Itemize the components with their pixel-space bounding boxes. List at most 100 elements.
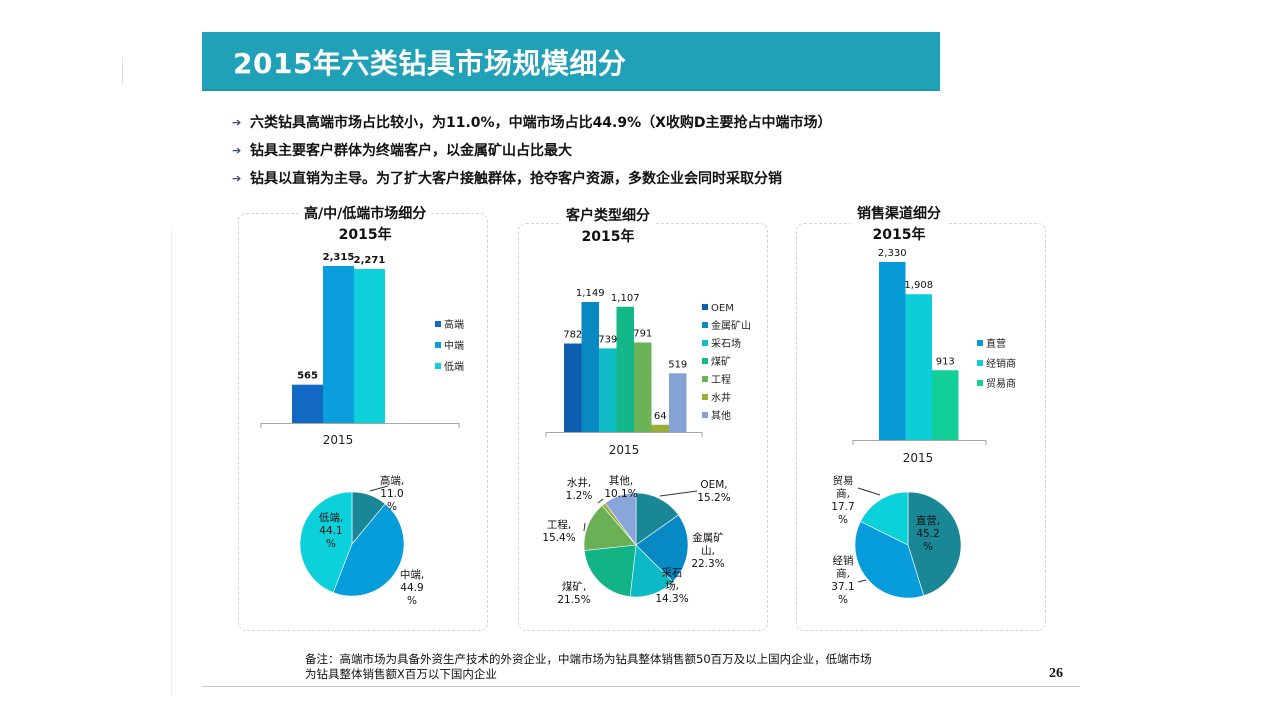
panel-title-line1: 销售渠道细分 [857,206,941,222]
pie-data-label-line: 10.1% [604,488,637,500]
bar-data-label: 1,149 [576,288,605,299]
bar-data-label: 1,107 [611,293,640,304]
bullet-text: 钻具主要客户群体为终端客户，以金属矿山占比最大 [250,143,572,159]
footnote: 备注：高端市场为具备外资生产技术的外资企业，中端市场为钻具整体销售额50百万及以… [305,652,872,681]
page-number: 26 [1049,666,1063,681]
pie-data-label: 高端, 11.0% [380,474,404,513]
pie-data-label-line: 17.7 [831,501,854,513]
bar-data-label: 565 [297,371,318,382]
legend-swatch [702,376,708,382]
legend-label: 水井 [711,391,731,404]
pie-slice-OEM [635,492,679,546]
pie-data-label-line: % [387,501,397,513]
pie-data-label-line: 37.1 [831,581,854,593]
pie-leader-line [659,490,698,497]
pie-data-label-line: % [923,541,933,553]
panel-title: 客户类型细分 2015年 [560,206,656,248]
bar-采石场 [599,348,617,432]
bar-data-label: 791 [633,329,652,340]
legend-swatch [702,412,708,418]
title-bar: 2015年六类钻具市场规模细分 [202,32,940,91]
bar-金属矿山 [581,302,599,432]
pie-data-label: 贸易商, 17.7% [831,475,854,526]
pie-data-label-line: % [407,595,417,607]
pie-data-label-line: 商, [836,567,850,580]
pie-slice-工程 [583,505,637,551]
pie-data-label-line: 15.2% [697,492,730,504]
pie-slice-其他 [604,492,637,546]
pie-data-label-line: 21.5% [557,594,590,606]
panel-title: 高/中/低端市场细分 2015年 [298,204,433,246]
panel-title-line2: 2015年 [581,229,635,245]
bar-data-label: 2,330 [878,248,907,259]
legend-label: 煤矿 [711,355,731,368]
bar-data-label: 64 [654,411,667,422]
legend-label: 金属矿山 [711,319,751,332]
panel-title-line2: 2015年 [338,227,392,243]
bullet-item: ➔ 钻具以直销为主导。为了扩大客户接触群体，抢夺客户资源，多数企业会同时采取分销 [232,164,832,192]
pie-data-label-line: 煤矿, [562,580,586,593]
pie-data-label: 低端, 44.1% [319,511,343,550]
pie-leader-line [583,522,586,532]
pie-data-label-line: OEM, [700,479,727,491]
legend-label: 高端 [444,318,464,331]
pie-data-label: OEM, 15.2% [697,479,730,504]
bar-OEM [564,343,582,432]
pie-leader-line [857,487,881,496]
pie-data-label-line: 44.1 [319,525,342,537]
bar-data-label: 519 [668,359,687,370]
bar-高端 [292,384,323,423]
legend-label: 其他 [711,409,731,422]
bullet-item: ➔ 六类钻具高端市场占比较小，为11.0%，中端市场占比44.9%（X收购D主要… [232,108,832,136]
pie-data-label-line: 金属矿 [692,531,724,544]
bar-data-label: 782 [563,330,582,341]
pie-data-label-line: % [838,594,848,606]
legend-label: 经销商 [986,357,1016,370]
x-tick-label: 2015 [323,433,354,447]
bar-data-label: 2,271 [354,255,386,266]
pie-slice-直营 [907,491,962,596]
bullet-text: 钻具以直销为主导。为了扩大客户接触群体，抢夺客户资源，多数企业会同时采取分销 [250,171,782,187]
legend-label: 贸易商 [986,377,1016,390]
pie-data-label-line: 15.4% [542,532,575,544]
pie-data-label: 金属矿山, 22.3% [691,531,724,570]
bar-贸易商 [932,370,959,440]
legend-label: 中端 [444,339,464,352]
bar-低端 [354,268,385,423]
pie-data-label: 工程, 15.4% [542,519,575,544]
legend-swatch [435,321,441,327]
legend-swatch [702,340,708,346]
pie-slice-经销商 [854,521,925,599]
pie-data-label-line: 高端, [380,474,404,487]
panel-title-line2: 2015年 [872,227,926,243]
pie-data-label-line: 工程, [547,519,571,531]
arrow-right-icon: ➔ [232,143,242,157]
pie-data-label-line: 11.0 [380,488,403,500]
pie-data-label: 中端, 44.9% [400,568,424,607]
pie-data-label-line: 山, [701,545,715,557]
bar-经销商 [905,294,932,440]
decorative-rule [122,57,123,85]
pie-data-label-line: 水井, [567,476,591,489]
pie-data-label-line: 45.2 [916,528,939,540]
bottom-rule [202,686,1080,687]
bar-煤矿 [616,306,634,432]
legend-label: 低端 [444,360,464,373]
bullet-item: ➔ 钻具主要客户群体为终端客户，以金属矿山占比最大 [232,136,832,164]
legend-label: OEM [711,303,734,314]
bar-data-label: 2,315 [323,252,355,263]
pie-data-label-line: 直营, [916,514,940,527]
pie-data-label-line: 44.9 [400,582,423,594]
legend-swatch [977,360,983,366]
arrow-right-icon: ➔ [232,171,242,185]
bar-中端 [323,266,354,423]
pie-leader-line [369,485,389,492]
pie-data-label-line: 其他, [609,474,633,487]
pie-data-label: 采石场, 14.3% [655,567,688,605]
pie-leader-line [597,498,604,504]
slide-title: 2015年六类钻具市场规模细分 [233,47,627,80]
bar-data-label: 739 [598,334,617,345]
pie-data-label: 水井, 1.2% [566,476,593,502]
pie-data-label: 其他, 10.1% [604,474,637,500]
